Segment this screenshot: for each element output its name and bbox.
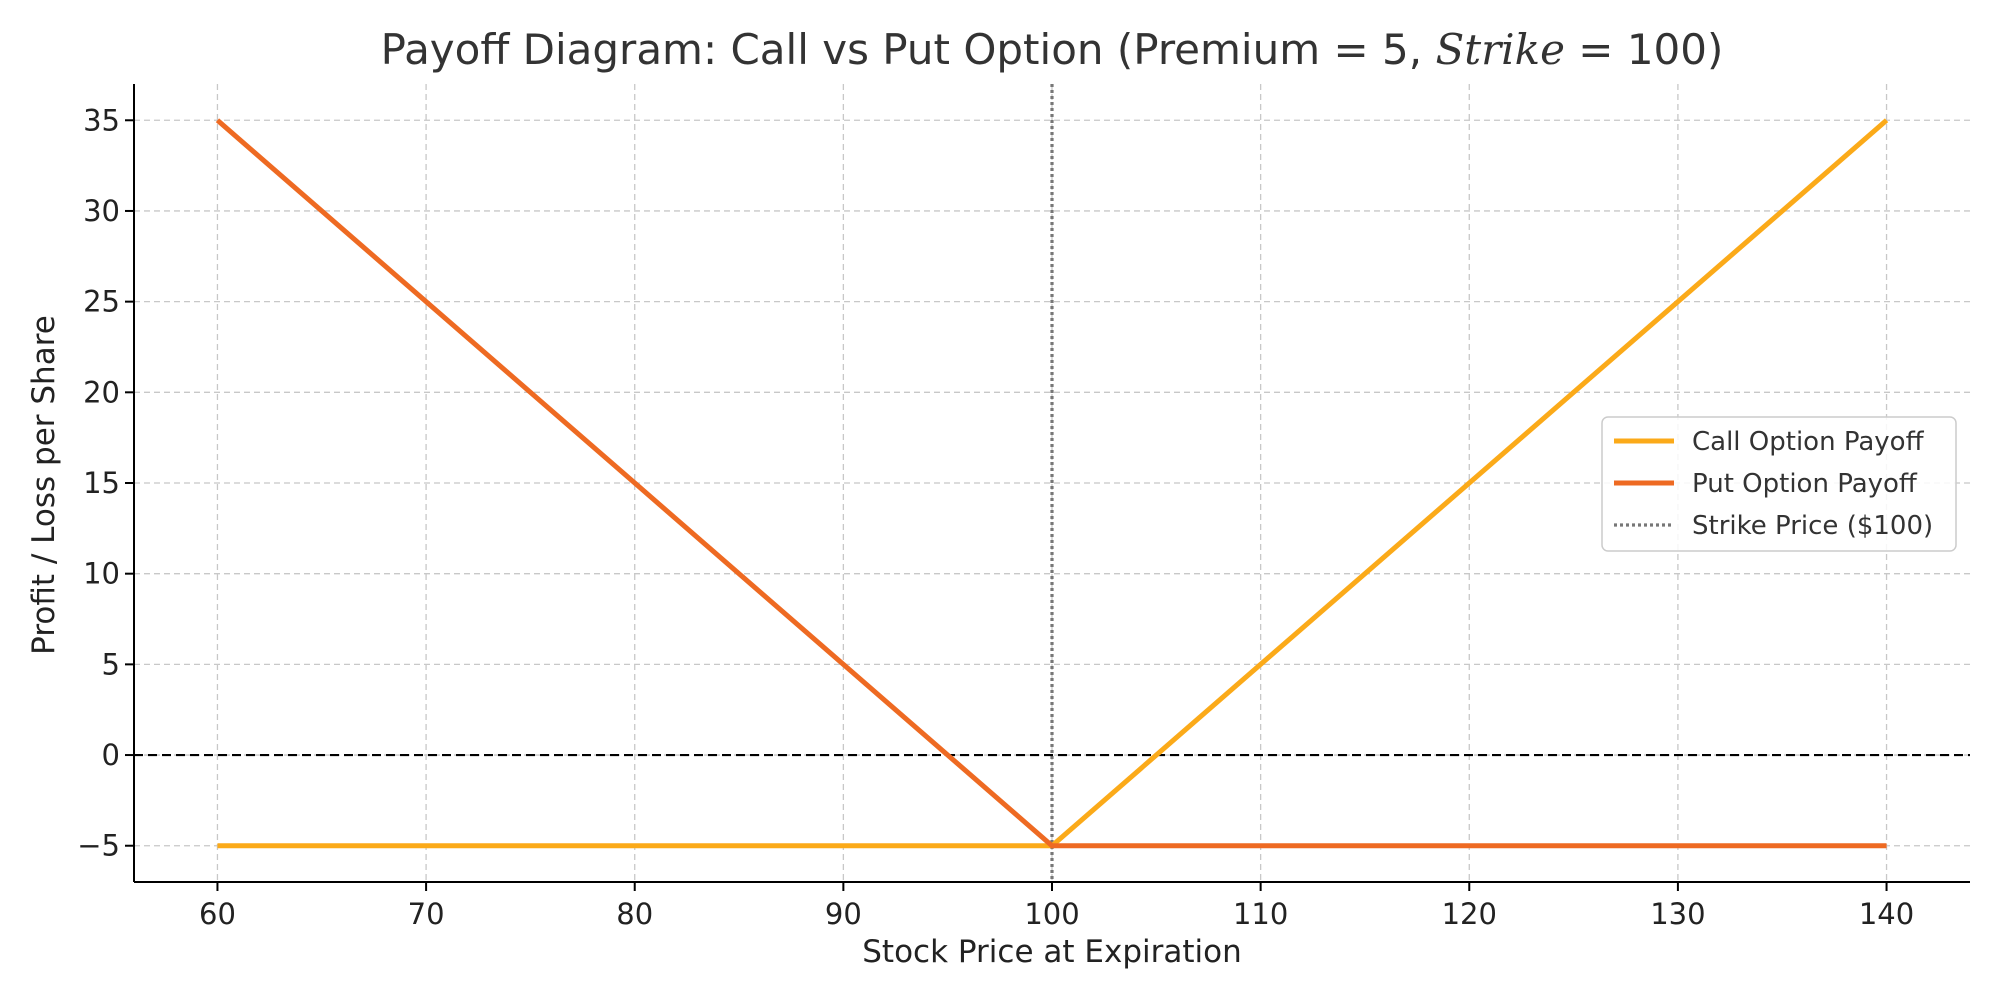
y-axis-ticks: 35 30 25 20 15 10 5 0 −5 [77,103,134,863]
x-tick-label-130: 130 [1650,897,1705,931]
x-tick-label-100: 100 [1024,897,1079,931]
x-tick-label-90: 90 [825,897,862,931]
y-tick-label-5: 10 [83,557,120,591]
chart-title: Payoff Diagram: Call vs Put Option (Prem… [381,25,1724,74]
chart-title-suffix: = 100) [1565,25,1723,74]
series-line-put [215,118,1887,849]
y-tick-label-2: 25 [83,285,120,319]
x-tick-label-140: 140 [1859,897,1914,931]
x-tick-label-80: 80 [616,897,653,931]
x-axis-ticks: 60 70 80 90 100 110 120 130 140 [199,882,1914,931]
x-tick-label-60: 60 [199,897,236,931]
chart-title-math: Strike [1435,25,1564,74]
y-axis-label: Profit / Loss per Share [26,315,62,655]
legend-box [1601,416,1957,552]
chart-title-main: Payoff Diagram: Call vs Put Option (Prem… [381,25,1422,74]
y-tick-label-1: 30 [83,194,120,228]
y-tick-label-4: 15 [83,466,120,500]
y-tick-label-0: 35 [83,103,120,137]
reference-lines [134,84,1970,882]
y-tick-label-6: 5 [102,647,120,681]
y-tick-label-3: 20 [83,375,120,409]
legend-label-put: Put Option Payoff [1692,469,1918,499]
series-lines [215,118,1889,849]
x-axis-label: Stock Price at Expiration [862,934,1241,970]
y-tick-label-8: −5 [77,829,120,863]
x-tick-label-110: 110 [1233,897,1288,931]
legend: Call Option Payoff Put Option Payoff Strik… [1601,416,1957,552]
x-tick-label-120: 120 [1442,897,1497,931]
y-tick-label-7: 0 [102,738,120,772]
legend-label-call: Call Option Payoff [1692,427,1925,457]
legend-label-strike: Strike Price ($100) [1692,511,1933,541]
x-tick-label-70: 70 [408,897,445,931]
